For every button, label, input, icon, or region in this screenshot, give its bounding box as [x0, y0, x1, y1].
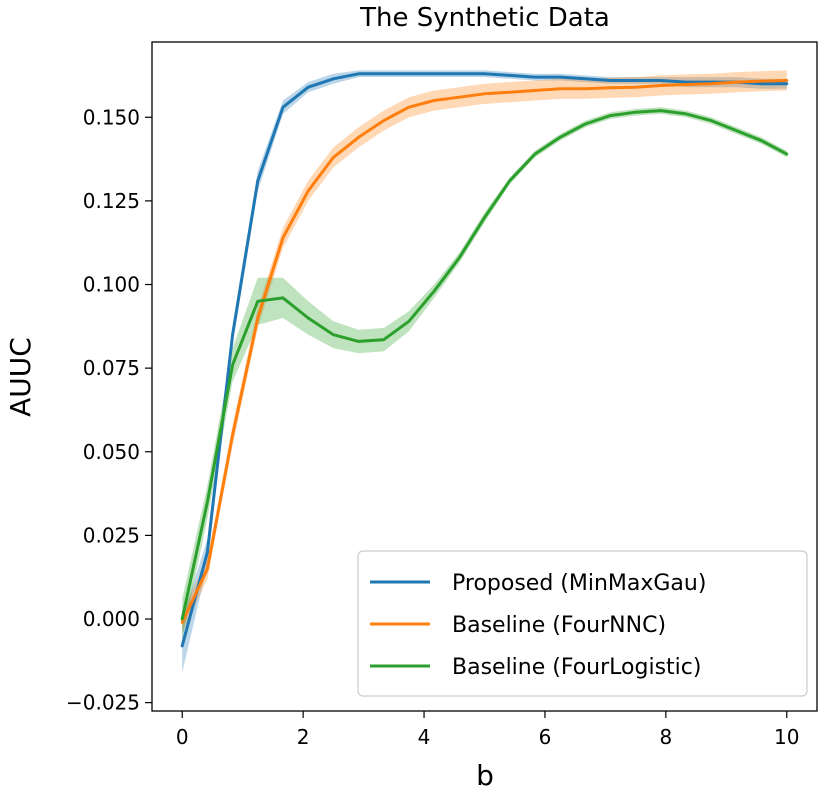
band-series-1 — [182, 70, 787, 633]
x-tick-label: 8 — [659, 725, 672, 749]
confidence-bands — [182, 70, 787, 673]
legend-label: Baseline (FourNNC) — [452, 613, 666, 638]
x-axis-label: b — [476, 759, 494, 792]
legend-box — [357, 550, 808, 697]
y-tick-label: −0.025 — [66, 691, 140, 715]
series-lines — [180, 72, 789, 648]
y-tick-label: 0.075 — [83, 356, 140, 380]
y-axis-label: AUUC — [4, 337, 37, 417]
legend-label: Baseline (FourLogistic) — [452, 655, 701, 680]
x-tick-label: 2 — [297, 725, 310, 749]
line-series-0 — [180, 72, 789, 648]
plot-frame — [151, 41, 818, 712]
y-tick-label: 0.025 — [83, 523, 140, 547]
x-tick-label: 4 — [418, 725, 431, 749]
legend-label: Proposed (MinMaxGau) — [452, 571, 706, 596]
x-tick-label: 0 — [176, 725, 189, 749]
axis-ticks: 0 2 4 6 8 10 −0.025 0.000 0.025 0.050 0.075 0.100 0.… — [66, 105, 800, 749]
line-series-2 — [180, 109, 789, 621]
chart-title: The Synthetic Data — [359, 3, 610, 33]
y-tick-label: 0.150 — [83, 105, 140, 129]
x-tick-label: 10 — [774, 725, 799, 749]
band-series-2 — [182, 107, 787, 640]
x-tick-label: 6 — [539, 725, 552, 749]
legend: Proposed (MinMaxGau) Baseline (FourNNC) Ba… — [357, 550, 808, 697]
line-series-1 — [180, 79, 789, 624]
y-tick-label: 0.050 — [83, 440, 140, 464]
y-tick-label: 0.100 — [83, 273, 140, 297]
y-tick-label: 0.000 — [83, 607, 140, 631]
y-tick-label: 0.125 — [83, 189, 140, 213]
